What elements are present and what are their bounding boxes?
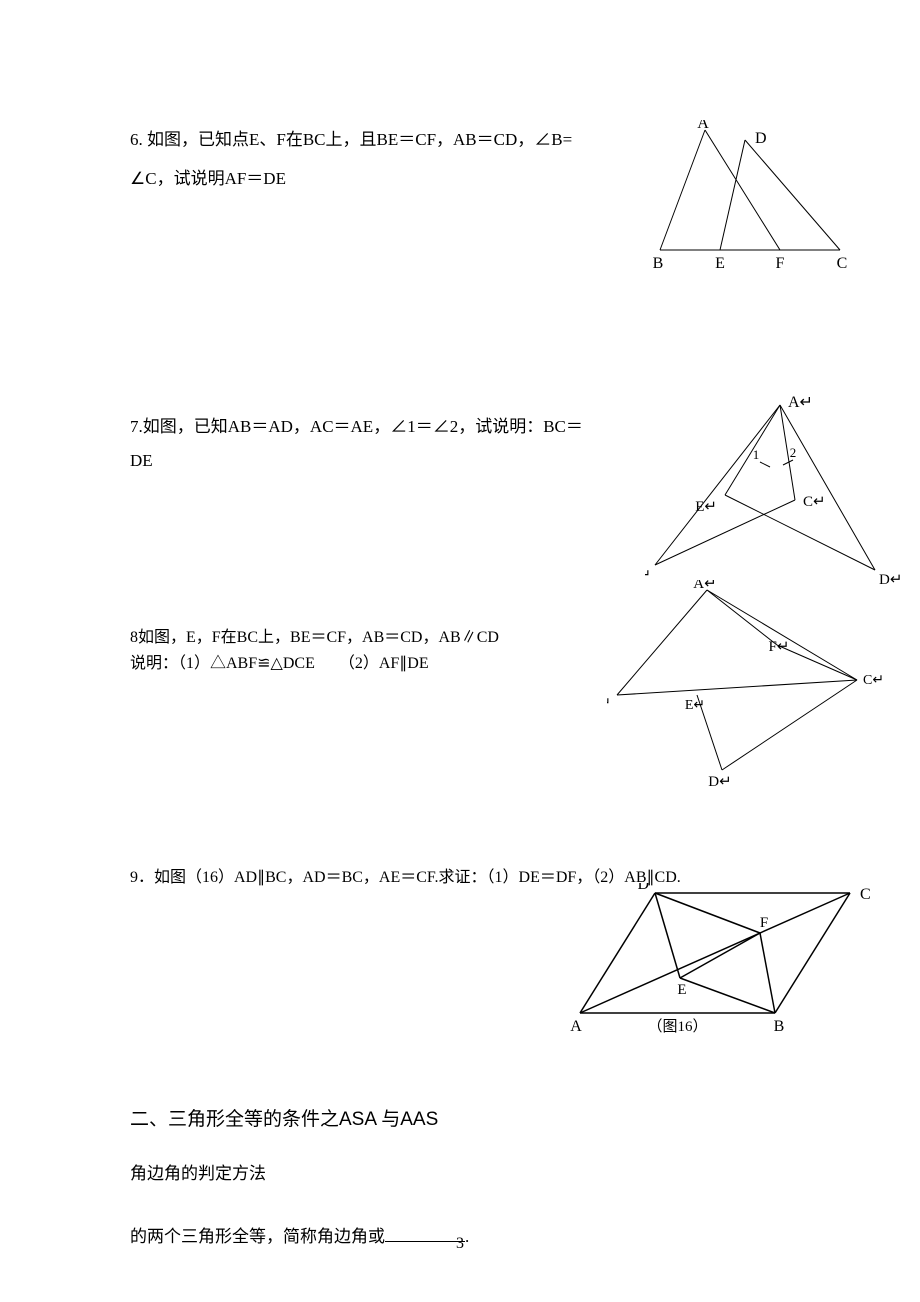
section-2-sub: 角边角的判定方法	[130, 1160, 790, 1187]
problem-6-text: 6. 如图，已知点E、F在BC上，且BE＝CF，AB＝CD，∠B= ∠C，试说明…	[130, 120, 590, 198]
figure-6-svg: A D B E F C	[650, 120, 860, 275]
figure-9-svg: A B C D E F （图16）	[560, 883, 880, 1048]
problem-6: 6. 如图，已知点E、F在BC上，且BE＝CF，AB＝CD，∠B= ∠C，试说明…	[130, 120, 790, 290]
svg-text:2: 2	[790, 445, 797, 460]
svg-text:1: 1	[753, 447, 760, 462]
svg-text:E: E	[715, 255, 725, 272]
svg-text:E: E	[677, 982, 686, 998]
svg-text:D↵: D↵	[879, 572, 900, 588]
svg-text:（图16）: （图16）	[647, 1018, 707, 1035]
svg-text:F↵: F↵	[769, 639, 790, 655]
figure-9: A B C D E F （图16）	[560, 883, 880, 1056]
svg-text:D: D	[755, 130, 767, 147]
svg-text:F: F	[776, 255, 785, 272]
figure-8: A↵ B↵ E↵ F↵ C↵ D↵	[607, 580, 882, 798]
svg-text:E↵: E↵	[695, 499, 717, 515]
svg-text:A: A	[570, 1018, 582, 1035]
svg-text:A↵: A↵	[788, 395, 813, 411]
problem-7: 7.如图，已知AB＝AD，AC＝AE，∠1＝∠2，试说明：BC＝ DE A↵B↵…	[130, 410, 790, 585]
svg-text:E↵: E↵	[685, 698, 705, 713]
svg-text:C: C	[837, 255, 848, 272]
figure-8-svg: A↵ B↵ E↵ F↵ C↵ D↵	[607, 580, 882, 790]
svg-text:B: B	[653, 255, 664, 272]
p8-line2: 说明：（1）△ABF≌△DCE （2）AF∥DE	[130, 655, 429, 672]
p6-line1: 6. 如图，已知点E、F在BC上，且BE＝CF，AB＝CD，∠B=	[130, 130, 572, 149]
figure-7: A↵B↵E↵C↵D↵12	[645, 395, 900, 598]
problem-8: 8如图，E，F在BC上，BE＝CF，AB＝CD，AB∥CD 说明：（1）△ABF…	[130, 625, 790, 825]
svg-text:D: D	[637, 883, 649, 893]
p7-line1: 7.如图，已知AB＝AD，AC＝AE，∠1＝∠2，试说明：BC＝	[130, 417, 583, 436]
svg-text:A↵: A↵	[693, 580, 716, 592]
page-number: 3	[0, 1231, 920, 1257]
svg-text:F: F	[760, 915, 768, 931]
figure-7-svg: A↵B↵E↵C↵D↵12	[645, 395, 900, 590]
svg-text:D↵: D↵	[708, 774, 731, 790]
svg-text:C: C	[860, 886, 871, 903]
svg-text:C↵: C↵	[863, 673, 882, 688]
p6-line2: ∠C，试说明AF＝DE	[130, 169, 286, 188]
problem-8-text: 8如图，E，F在BC上，BE＝CF，AB＝CD，AB∥CD 说明：（1）△ABF…	[130, 625, 570, 676]
problem-9: 9．如图（16）AD∥BC，AD＝BC，AE＝CF.求证：（1）DE＝DF，（2…	[130, 865, 790, 1045]
svg-text:B: B	[774, 1018, 785, 1035]
figure-6: A D B E F C	[650, 120, 860, 283]
p8-line1: 8如图，E，F在BC上，BE＝CF，AB＝CD，AB∥CD	[130, 629, 499, 646]
svg-text:C↵: C↵	[803, 494, 826, 510]
section-2-title: 二、三角形全等的条件之ASA 与AAS	[130, 1105, 790, 1135]
svg-text:B↵: B↵	[607, 696, 611, 711]
p7-line2: DE	[130, 451, 153, 470]
section-2: 二、三角形全等的条件之ASA 与AAS 角边角的判定方法 的两个三角形全等，简称…	[130, 1105, 790, 1250]
svg-text:A: A	[697, 120, 709, 132]
problem-7-text: 7.如图，已知AB＝AD，AC＝AE，∠1＝∠2，试说明：BC＝ DE	[130, 410, 590, 478]
